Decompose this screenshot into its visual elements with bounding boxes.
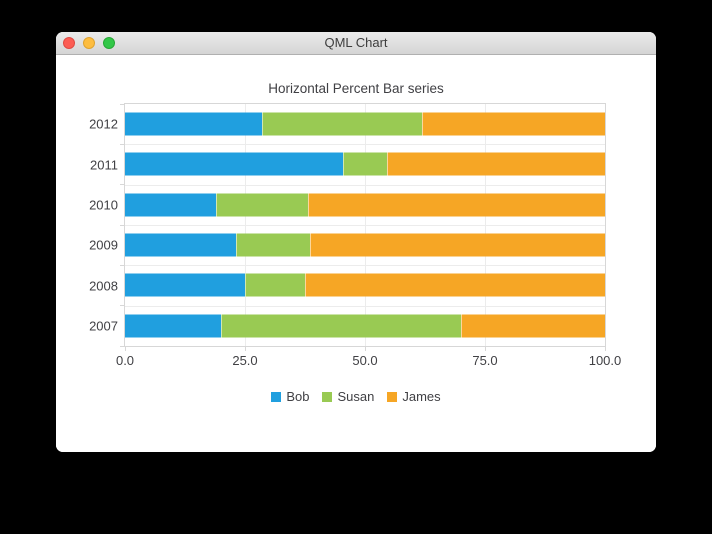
percent-bar — [125, 152, 605, 176]
x-axis-tick — [244, 346, 246, 351]
percent-bar — [125, 314, 605, 338]
category-label: 2010 — [89, 197, 118, 213]
window-controls — [63, 37, 115, 49]
legend-marker-susan — [322, 391, 333, 402]
x-axis-label: 100.0 — [588, 353, 622, 368]
close-button[interactable] — [63, 37, 75, 49]
category-label: 2012 — [89, 116, 118, 132]
legend-marker-bob — [271, 391, 282, 402]
legend-item-bob: Bob — [271, 389, 309, 404]
legend-label: James — [402, 389, 441, 404]
percent-bar — [125, 273, 605, 297]
x-axis-tick — [604, 346, 606, 351]
category-boundary-gridline — [125, 305, 605, 307]
x-axis-label: 0.0 — [115, 353, 135, 368]
bar-segment-bob — [125, 273, 245, 297]
category-boundary-gridline — [125, 265, 605, 267]
category-label: 2008 — [89, 278, 118, 293]
bar-segment-susan — [262, 112, 423, 136]
bar-segment-james — [461, 314, 605, 338]
app-window: QML Chart Horizontal Percent Bar series … — [56, 32, 656, 452]
percent-bar — [125, 112, 605, 136]
bar-segment-susan — [343, 152, 387, 176]
percent-bar — [125, 233, 605, 257]
bar-segment-james — [386, 152, 605, 176]
x-axis-label: 75.0 — [472, 353, 498, 368]
x-axis-label: 25.0 — [232, 353, 258, 368]
bar-segment-susan — [221, 314, 461, 338]
legend-label: Bob — [286, 389, 310, 404]
x-axis-tick — [364, 346, 366, 351]
bar-segment-james — [307, 193, 605, 217]
category-boundary-gridline — [125, 225, 605, 226]
window-titlebar[interactable]: QML Chart — [56, 32, 656, 55]
bar-segment-bob — [125, 233, 236, 257]
plot-area: 0.0 25.0 50.0 75.0 100.0 2012 2011 2010 2009 2008… — [89, 103, 621, 368]
bar-segment-bob — [125, 193, 217, 217]
bar-row — [125, 265, 605, 305]
y-axis-tick — [120, 143, 125, 145]
bar-segment-james — [309, 233, 605, 257]
chart-title: Horizontal Percent Bar series — [268, 81, 444, 96]
legend-label: Susan — [337, 389, 375, 404]
legend-marker-james — [387, 391, 398, 402]
category-label: 2011 — [90, 157, 118, 172]
y-axis-tick — [120, 305, 125, 307]
bar-segment-susan — [245, 273, 305, 297]
x-axis-tick — [484, 346, 486, 351]
legend-item-susan: Susan — [322, 389, 374, 404]
y-axis-tick — [120, 184, 125, 186]
bar-row — [125, 185, 605, 225]
bar-segment-james — [305, 273, 605, 297]
category-boundary-gridline — [125, 144, 605, 146]
window-title: QML Chart — [324, 35, 388, 50]
bar-row — [125, 306, 605, 346]
bar-segment-bob — [125, 112, 263, 136]
x-axis-label: 50.0 — [352, 353, 378, 368]
bar-row — [125, 144, 605, 184]
minimize-button[interactable] — [83, 37, 95, 49]
bar-segment-bob — [125, 152, 344, 176]
y-axis-tick — [120, 224, 125, 226]
bar-row — [125, 225, 605, 265]
category-boundary-gridline — [125, 184, 605, 186]
bar-segment-bob — [125, 314, 221, 338]
bar-segment-susan — [216, 193, 308, 217]
bar-row — [125, 104, 605, 144]
category-label: 2009 — [89, 237, 118, 253]
y-axis-tick — [120, 345, 125, 347]
x-axis-tick — [124, 346, 126, 351]
chart-legend: Bob Susan James — [56, 389, 656, 404]
category-label: 2007 — [89, 318, 118, 334]
bar-segment-susan — [235, 233, 310, 257]
percent-bar — [125, 193, 605, 217]
y-axis-tick — [120, 103, 125, 105]
chart-canvas: Horizontal Percent Bar series 0.0 25.0 50.… — [56, 55, 656, 452]
y-axis-tick — [120, 264, 125, 266]
fullscreen-button[interactable] — [103, 37, 115, 49]
legend-item-james: James — [387, 389, 441, 404]
bar-segment-james — [422, 112, 605, 136]
